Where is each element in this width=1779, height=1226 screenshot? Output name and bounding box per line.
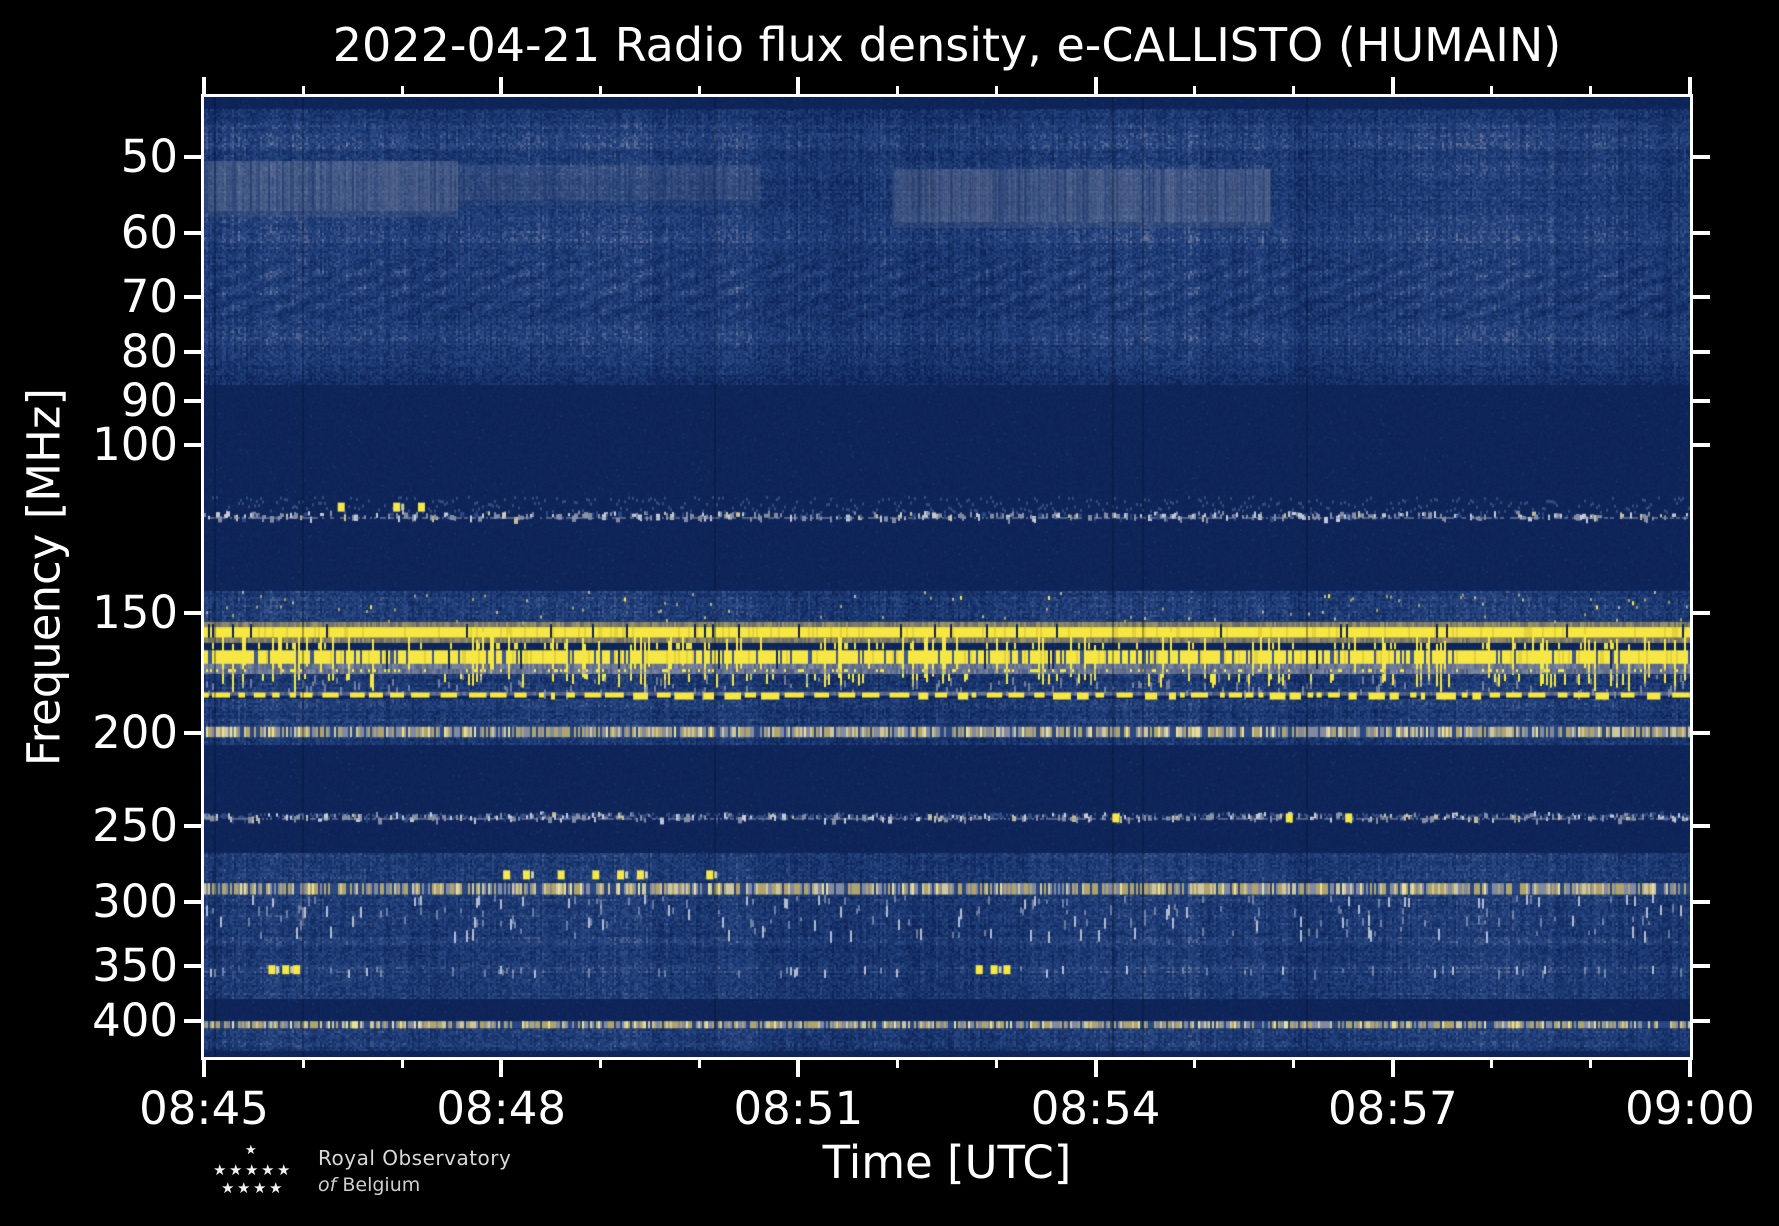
x-tick-major-top [202,77,206,97]
x-tick-major [796,1057,801,1077]
star-icon: ★ [213,1161,227,1179]
star-icon: ★ [245,1143,257,1158]
star-icon: ★ [221,1179,235,1197]
x-tick-minor [400,1057,404,1068]
y-tick-right [1690,154,1710,159]
y-axis-label: Frequency [MHz] [17,387,71,767]
y-tick-left [184,611,204,616]
x-tick-minor-top [598,86,602,97]
y-tick-label: 70 [120,269,178,323]
x-tick-major [202,1057,206,1077]
x-tick-minor-top [697,86,701,97]
x-tick-minor-top [1490,86,1494,97]
x-tick-minor-top [400,86,404,97]
spectrogram-canvas [204,97,1690,1057]
x-tick-label: 08:54 [1030,1082,1161,1135]
x-tick-minor-top [1193,86,1197,97]
plot-area [204,97,1690,1057]
x-tick-label: 08:48 [436,1082,567,1135]
x-tick-minor [1589,1057,1593,1068]
x-axis-label: Time [UTC] [822,1136,1072,1189]
y-tick-left [184,154,204,159]
star-icon: ★ [277,1161,291,1179]
star-icon: ★ [269,1179,283,1197]
x-tick-minor [895,1057,899,1068]
y-tick-label: 60 [120,205,178,259]
x-tick-minor [1292,1057,1296,1068]
x-tick-major [1688,1057,1692,1077]
x-tick-minor-top [995,86,999,97]
y-tick-label: 150 [92,586,178,640]
star-icon: ★ [245,1161,259,1179]
y-tick-right [1690,963,1710,968]
x-tick-label: 09:00 [1625,1082,1755,1135]
y-tick-right [1690,1019,1710,1024]
star-icon: ★ [237,1179,251,1197]
x-tick-minor [697,1057,701,1068]
y-tick-left [184,963,204,968]
star-icon: ★ [261,1161,275,1179]
x-tick-major [1093,1057,1098,1077]
x-tick-minor-top [301,86,305,97]
y-tick-right [1690,899,1710,904]
x-tick-minor [1490,1057,1494,1068]
y-tick-left [184,230,204,235]
x-tick-minor [995,1057,999,1068]
y-tick-right [1690,611,1710,616]
logo-belgium: Belgium [336,1174,421,1196]
y-tick-left [184,731,204,736]
y-tick-right [1690,350,1710,355]
x-tick-minor [598,1057,602,1068]
y-tick-left [184,1019,204,1024]
y-tick-label: 350 [92,938,178,992]
y-tick-label: 50 [120,129,178,183]
star-icon: ★ [253,1179,267,1197]
x-tick-major [1390,1057,1395,1077]
y-tick-left [184,350,204,355]
y-tick-label: 250 [92,798,178,852]
y-tick-label: 400 [92,994,178,1048]
y-tick-right [1690,442,1710,447]
logo-line2: of Belgium [318,1174,511,1196]
x-tick-label: 08:51 [733,1082,864,1135]
x-tick-minor-top [1589,86,1593,97]
y-tick-right [1690,230,1710,235]
x-tick-minor [301,1057,305,1068]
y-tick-label: 80 [120,325,178,379]
x-tick-major-top [1093,77,1098,97]
y-tick-right [1690,731,1710,736]
x-tick-major-top [796,77,801,97]
y-tick-label: 90 [120,374,178,428]
y-tick-left [184,442,204,447]
x-tick-major-top [1688,77,1692,97]
y-tick-left [184,294,204,299]
y-tick-right [1690,294,1710,299]
x-tick-minor [1193,1057,1197,1068]
y-tick-right [1690,823,1710,828]
x-tick-label: 08:45 [139,1082,269,1135]
y-tick-label: 200 [92,706,178,760]
star-icon: ★ [229,1161,243,1179]
logo-of: of [318,1174,337,1196]
y-tick-label: 300 [92,874,178,928]
x-tick-minor-top [1292,86,1296,97]
logo-line1: Royal Observatory [318,1146,512,1170]
y-tick-label: 100 [92,417,178,471]
x-tick-major [499,1057,504,1077]
y-tick-left [184,399,204,404]
y-tick-left [184,899,204,904]
observatory-logo-text: Royal Observatory of Belgium [318,1146,511,1196]
x-tick-major-top [1390,77,1395,97]
x-tick-label: 08:57 [1327,1082,1458,1135]
y-tick-right [1690,399,1710,404]
y-tick-left [184,823,204,828]
chart-title: 2022-04-21 Radio flux density, e-CALLIST… [332,18,1562,72]
x-tick-major-top [499,77,504,97]
x-tick-minor-top [895,86,899,97]
